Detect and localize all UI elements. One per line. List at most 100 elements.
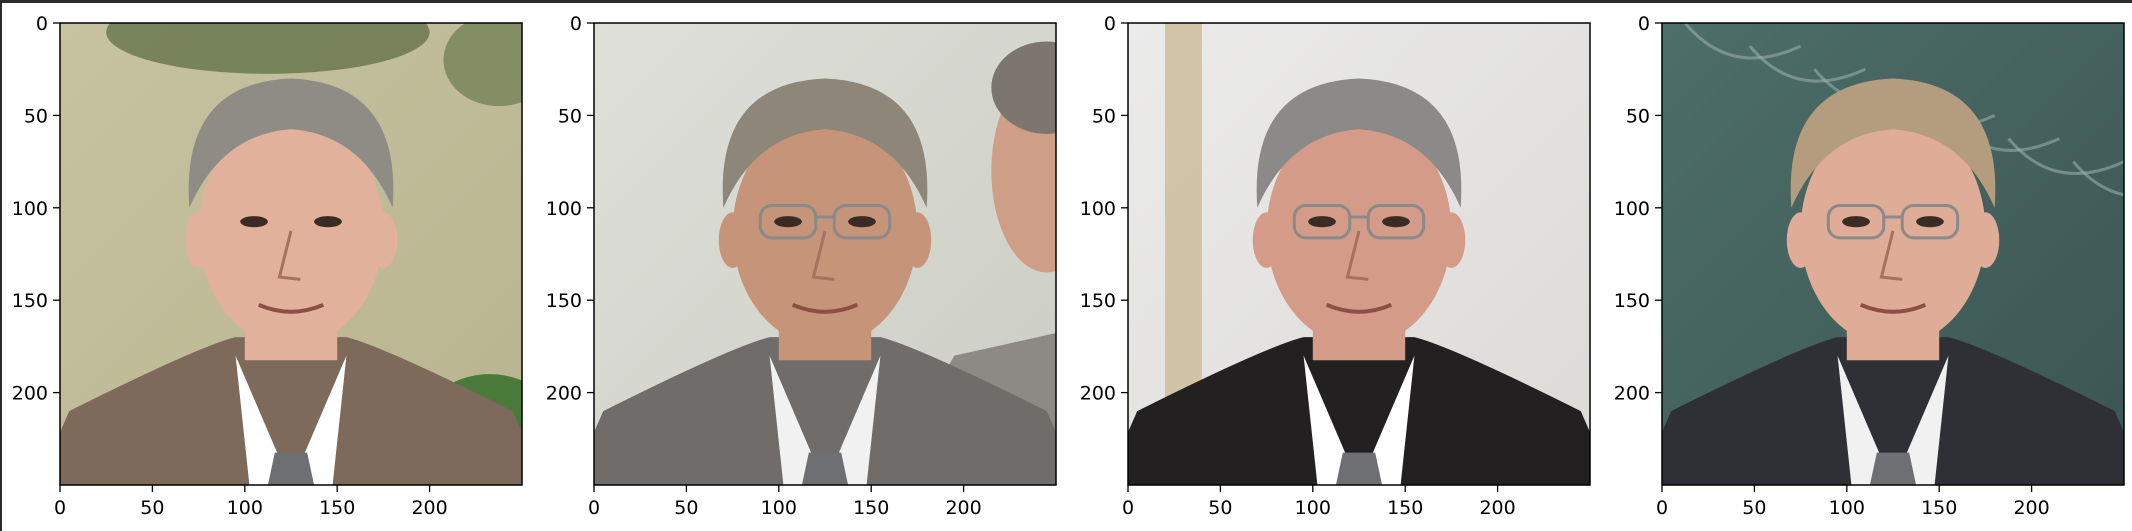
y-tick-label: 200 <box>1614 383 1650 405</box>
x-tick-label: 200 <box>411 497 447 519</box>
x-tick-label: 100 <box>1829 497 1865 519</box>
x-tick-label: 0 <box>54 497 66 519</box>
x-tick-label: 200 <box>1479 497 1515 519</box>
x-tick-label: 0 <box>588 497 600 519</box>
hair <box>188 78 394 208</box>
eye <box>774 216 802 228</box>
y-tick-label: 200 <box>12 383 48 405</box>
y-tick-label: 50 <box>1626 105 1650 127</box>
tie <box>1869 452 1917 485</box>
subplot-2: 0 50 100 150 200 0 50 100 150 200 <box>546 13 1057 519</box>
eye <box>1842 216 1870 228</box>
y-tick-label: 100 <box>546 198 582 220</box>
tie <box>801 452 849 485</box>
tie <box>267 452 315 485</box>
subplot-1: 0 50 100 150 200 0 50 100 150 200 <box>12 13 523 519</box>
axes-frame <box>1127 22 1591 486</box>
axes-frame <box>59 22 523 486</box>
mouth <box>1325 302 1393 314</box>
glasses-lens <box>758 203 818 240</box>
subplot-4: 0 50 100 150 200 0 50 100 150 200 <box>1614 13 2125 519</box>
foliage <box>106 23 430 74</box>
x-tick-label: 150 <box>853 497 889 519</box>
shirt-collar <box>1837 355 1949 485</box>
shirt-collar <box>769 355 881 485</box>
nose <box>811 230 835 281</box>
glasses-lens <box>1900 203 1960 240</box>
y-tick-label: 150 <box>546 290 582 312</box>
hair <box>1790 78 1996 208</box>
suit <box>60 337 522 485</box>
ear <box>184 212 213 268</box>
x-tick-label: 50 <box>1208 497 1232 519</box>
y-tick-label: 50 <box>24 105 48 127</box>
y-tick-label: 50 <box>1092 105 1116 127</box>
ear <box>1252 212 1281 268</box>
y-tick-label: 0 <box>36 13 48 35</box>
ear <box>1437 212 1466 268</box>
y-tick-label: 100 <box>1614 198 1650 220</box>
x-tick-label: 50 <box>140 497 164 519</box>
tie <box>1335 452 1383 485</box>
portrait-photo-1 <box>60 23 522 485</box>
x-tick-label: 100 <box>1295 497 1331 519</box>
y-tick-label: 50 <box>558 105 582 127</box>
nose <box>277 230 301 281</box>
ear <box>903 212 932 268</box>
x-tick-label: 150 <box>1921 497 1957 519</box>
y-tick-label: 0 <box>1638 13 1650 35</box>
portrait-photo-2 <box>594 23 1056 485</box>
suit <box>594 337 1056 485</box>
ear <box>369 212 398 268</box>
portrait-photo-4 <box>1662 23 2124 485</box>
nose <box>1345 230 1369 281</box>
ear <box>1786 212 1815 268</box>
x-tick-label: 200 <box>2013 497 2049 519</box>
portrait-photo-3 <box>1128 23 1590 485</box>
eye <box>240 216 268 228</box>
suit <box>1662 337 2124 485</box>
eye <box>1382 216 1410 228</box>
x-tick-label: 100 <box>761 497 797 519</box>
marble-vein <box>1748 45 1866 83</box>
y-tick-label: 150 <box>12 290 48 312</box>
ear <box>718 212 747 268</box>
foliage <box>443 23 522 107</box>
axes-frame <box>1661 22 2125 486</box>
second-person-hair <box>991 41 1056 134</box>
y-tick-label: 200 <box>546 383 582 405</box>
shirt-collar <box>1303 355 1415 485</box>
glasses-lens <box>1826 203 1886 240</box>
x-tick-label: 0 <box>1656 497 1668 519</box>
glasses-lens <box>1366 203 1426 240</box>
x-tick-label: 50 <box>1742 497 1766 519</box>
mouth <box>1859 302 1927 314</box>
eye <box>314 216 342 228</box>
x-tick-label: 200 <box>945 497 981 519</box>
axes-frame <box>593 22 1057 486</box>
x-tick-label: 100 <box>227 497 263 519</box>
y-tick-label: 0 <box>1104 13 1116 35</box>
y-tick-label: 200 <box>1080 383 1116 405</box>
mouth <box>791 302 859 314</box>
eye <box>1916 216 1944 228</box>
eye <box>848 216 876 228</box>
y-tick-label: 0 <box>570 13 582 35</box>
y-tick-label: 150 <box>1080 290 1116 312</box>
x-tick-label: 150 <box>319 497 355 519</box>
x-tick-label: 0 <box>1122 497 1134 519</box>
glasses-lens <box>1292 203 1352 240</box>
y-tick-label: 100 <box>12 198 48 220</box>
marble-vein <box>2072 160 2124 197</box>
mouth <box>257 302 325 314</box>
glasses-lens <box>832 203 892 240</box>
x-tick-label: 150 <box>1387 497 1423 519</box>
marble-vein <box>1683 23 1802 60</box>
hair <box>1256 78 1462 208</box>
y-tick-label: 150 <box>1614 290 1650 312</box>
suit <box>1128 337 1590 485</box>
ear <box>1971 212 2000 268</box>
x-tick-label: 50 <box>674 497 698 519</box>
